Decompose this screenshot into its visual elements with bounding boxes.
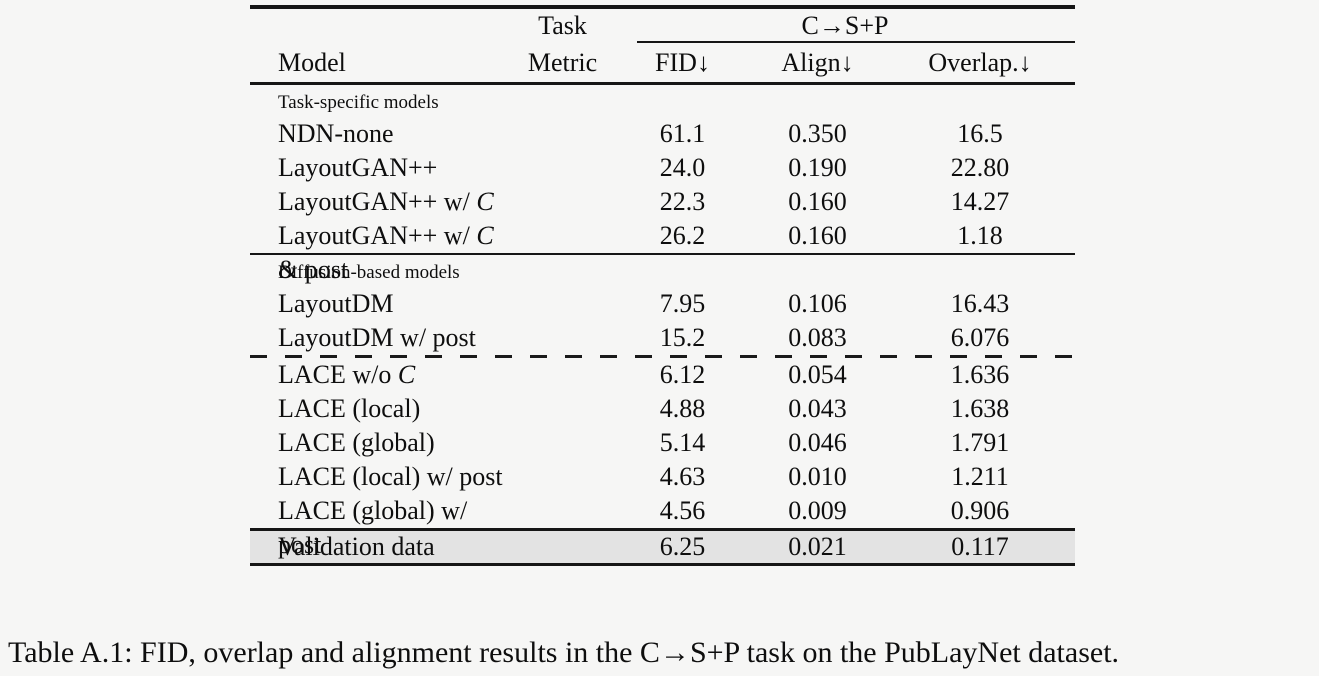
pre-validation-rule [250, 528, 1075, 531]
model-cell: LACE (global) w/ post [278, 496, 468, 559]
fid-cell: 6.25 [659, 532, 706, 561]
metric-spacer-cell [510, 358, 615, 392]
fid-cell: 7.95 [659, 289, 706, 318]
overlap-cell: 16.5 [957, 119, 1003, 148]
table-row: LayoutDM 7.95 0.106 16.43 [250, 287, 1075, 321]
metric-spacer-cell [510, 151, 615, 185]
fid-cell: 61.1 [659, 119, 706, 148]
overlap-cell: 1.18 [957, 221, 1003, 250]
align-cell: 0.010 [788, 462, 847, 491]
table-row: LayoutGAN++ 24.0 0.190 22.80 [250, 151, 1075, 185]
model-cell: LayoutGAN++ w/ C & post [278, 221, 494, 284]
overlap-cell: 16.43 [950, 289, 1010, 318]
top-rule [250, 5, 1075, 9]
header-bottom-rule [250, 82, 1075, 85]
table-body: Task-specific models NDN-none 61.1 0.350 16.… [250, 85, 1075, 559]
model-cell: NDN-none [278, 119, 394, 148]
overlap-cell: 14.27 [950, 187, 1010, 216]
fid-cell: 24.0 [659, 153, 706, 182]
table-row: LayoutGAN++ w/ C 22.3 0.160 14.27 [250, 185, 1075, 219]
align-cell: 0.009 [788, 496, 847, 525]
fid-cell: 4.56 [659, 496, 706, 525]
header-align: Align↓ [781, 48, 854, 77]
model-cell: LACE (local) [278, 394, 421, 423]
header-model: Model [278, 48, 346, 77]
metric-spacer-cell [510, 426, 615, 460]
table-row: LACE (global) 5.14 0.046 1.791 [250, 426, 1075, 460]
fid-cell: 4.88 [659, 394, 706, 423]
results-table: Task C→S+P Model Metric FID↓ Align↓ Over… [250, 5, 1075, 566]
overlap-cell: 0.117 [951, 532, 1009, 561]
fid-cell: 6.12 [659, 360, 706, 389]
table-row: LayoutDM w/ post 15.2 0.083 6.076 [250, 321, 1075, 355]
overlap-cell: 1.211 [951, 462, 1009, 491]
align-cell: 0.350 [788, 119, 847, 148]
overlap-cell: 22.80 [950, 153, 1010, 182]
metric-spacer-cell [510, 287, 615, 321]
overlap-cell: 1.791 [950, 428, 1010, 457]
script-c: C [476, 187, 494, 216]
table-row: NDN-none 61.1 0.350 16.5 [250, 117, 1075, 151]
table-row: LACE (global) w/ post 4.56 0.009 0.906 [250, 494, 1075, 559]
fid-cell: 22.3 [659, 187, 706, 216]
dashed-divider [250, 355, 1075, 358]
overlap-cell: 1.636 [950, 360, 1010, 389]
align-cell: 0.106 [788, 289, 847, 318]
align-cell: 0.043 [788, 394, 847, 423]
table-row: LayoutGAN++ w/ C & post 26.2 0.160 1.18 [250, 219, 1075, 284]
section-rule [250, 253, 1075, 255]
metric-spacer-cell [510, 531, 615, 563]
model-cell: LayoutDM [278, 289, 394, 318]
script-c: C [476, 221, 494, 250]
header-cspp-label: C→S+P [801, 11, 889, 40]
align-cell: 0.083 [788, 323, 847, 352]
metric-spacer-cell [510, 117, 615, 151]
header-cspp-group: C→S+P [615, 9, 1075, 43]
header-group-row: Task C→S+P [250, 9, 1075, 43]
model-cell: LayoutGAN++ [278, 153, 438, 182]
table-row: LACE w/o C 6.12 0.054 1.636 [250, 358, 1075, 392]
fid-cell: 26.2 [659, 221, 706, 250]
table-row: LACE (local) 4.88 0.043 1.638 [250, 392, 1075, 426]
model-cell: LayoutDM w/ post [278, 323, 476, 352]
metric-spacer-cell [510, 219, 615, 287]
metric-spacer-cell [510, 321, 615, 355]
model-cell: LayoutGAN++ w/ C [278, 187, 494, 216]
overlap-cell: 0.906 [950, 496, 1010, 525]
align-cell: 0.190 [788, 153, 847, 182]
align-cell: 0.046 [788, 428, 847, 457]
model-cell: LACE (global) [278, 428, 435, 457]
fid-cell: 15.2 [659, 323, 706, 352]
bottom-rule [250, 563, 1075, 566]
header-spacer [250, 9, 510, 43]
fid-cell: 4.63 [659, 462, 706, 491]
overlap-cell: 1.638 [950, 394, 1010, 423]
metric-spacer-cell [510, 392, 615, 426]
align-cell: 0.160 [788, 187, 847, 216]
fid-cell: 5.14 [659, 428, 706, 457]
table-caption: Table A.1: FID, overlap and alignment re… [8, 636, 1120, 669]
cmid-rule [637, 41, 1075, 43]
align-cell: 0.021 [788, 532, 847, 561]
header-task-group: Task [538, 11, 587, 40]
model-cell: LACE (local) w/ post [278, 462, 503, 491]
align-cell: 0.160 [788, 221, 847, 250]
model-cell: Validation data [278, 532, 435, 561]
align-cell: 0.054 [788, 360, 847, 389]
header-metric-row: Model Metric FID↓ Align↓ Overlap.↓ [250, 43, 1075, 82]
header-fid: FID↓ [655, 48, 710, 77]
section-label: Diffusion-based models [278, 262, 460, 283]
metric-spacer-cell [510, 460, 615, 494]
header-overlap: Overlap.↓ [928, 48, 1032, 77]
section-label: Task-specific models [278, 92, 439, 113]
overlap-cell: 6.076 [950, 323, 1010, 352]
model-cell: LACE w/o C [278, 360, 416, 389]
metric-spacer-cell [510, 185, 615, 219]
validation-row: Validation data 6.25 0.021 0.117 [250, 531, 1075, 563]
table-row: LACE (local) w/ post 4.63 0.010 1.211 [250, 460, 1075, 494]
script-c: C [397, 360, 416, 389]
header-metric: Metric [527, 48, 598, 77]
